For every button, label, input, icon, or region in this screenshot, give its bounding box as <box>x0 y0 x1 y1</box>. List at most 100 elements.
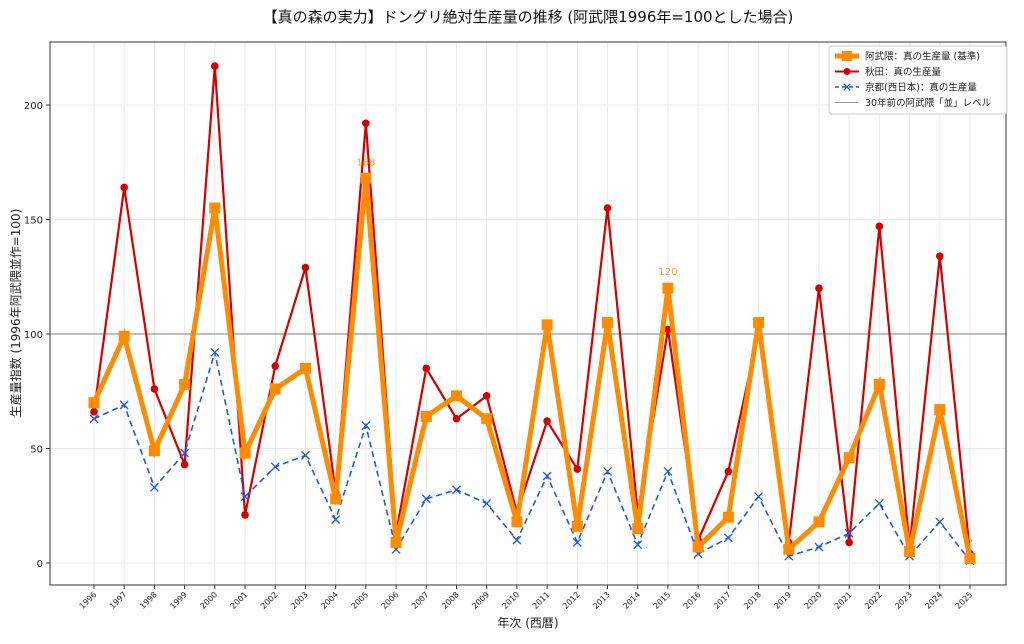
data-point-akita <box>301 263 310 272</box>
data-point-kyoto <box>874 499 884 508</box>
x-tick-label: 2005 <box>350 590 371 611</box>
x-tick-label: 2004 <box>319 590 340 611</box>
data-point-akita <box>845 538 853 547</box>
data-point-akita <box>452 414 461 423</box>
data-point-kyoto <box>935 517 945 527</box>
data-point-abukuma <box>964 552 976 564</box>
data-point-akita <box>724 467 733 476</box>
x-tick-label: 2002 <box>259 590 280 611</box>
data-point-kyoto <box>814 542 824 552</box>
x-tick-label: 1997 <box>108 590 129 611</box>
data-point-akita <box>875 222 884 231</box>
x-tick-label: 1996 <box>78 590 99 611</box>
data-point-kyoto <box>572 537 582 547</box>
data-point-abukuma <box>722 511 734 523</box>
x-tick-label: 2015 <box>652 590 673 611</box>
data-point-kyoto <box>89 414 99 424</box>
data-point-kyoto <box>180 448 190 458</box>
data-point-abukuma <box>783 543 795 555</box>
data-point-abukuma <box>934 404 946 416</box>
data-point-kyoto <box>754 492 764 502</box>
x-tick-label: 2007 <box>410 590 431 611</box>
data-point-akita <box>150 385 159 393</box>
data-point-kyoto <box>119 400 129 410</box>
y-tick-label: 0 <box>37 559 43 570</box>
chart-title: 【真の森の実力】ドングリ絶対生産量の推移 (阿武隈1996年=100とした場合) <box>263 8 794 26</box>
data-point-kyoto <box>331 515 341 524</box>
data-point-abukuma <box>269 383 281 395</box>
data-point-abukuma <box>692 541 704 553</box>
data-point-abukuma <box>873 378 885 390</box>
legend-marker-circle <box>843 68 851 75</box>
x-tick-label: 2019 <box>772 590 793 611</box>
data-point-abukuma <box>571 520 583 532</box>
data-point-kyoto <box>300 450 310 460</box>
data-point-kyoto <box>270 462 280 472</box>
series-1 <box>89 347 975 566</box>
series-line-kyoto <box>93 352 971 562</box>
x-tick-label: 2016 <box>682 590 703 611</box>
x-tick-label: 2020 <box>803 590 824 611</box>
annotation-label: 2 <box>967 537 973 548</box>
data-point-abukuma <box>450 390 462 402</box>
data-point-kyoto <box>361 421 371 431</box>
data-point-abukuma <box>420 410 432 422</box>
legend-label: 秋田：真の生産量 <box>865 66 942 78</box>
x-axis-label: 年次 (西暦) <box>497 616 558 630</box>
plot-frame <box>49 41 1007 586</box>
series-line-akita <box>92 65 972 554</box>
data-point-akita <box>180 460 189 469</box>
data-point-akita <box>120 183 129 192</box>
data-point-akita <box>362 119 370 128</box>
data-point-abukuma <box>148 445 160 457</box>
data-point-kyoto <box>603 466 612 476</box>
data-point-akita <box>543 417 551 425</box>
data-point-abukuma <box>118 330 130 342</box>
series-2 <box>88 172 976 564</box>
data-point-akita <box>241 511 249 519</box>
series-line-abukuma <box>91 178 973 559</box>
x-tick-label: 2006 <box>380 590 401 611</box>
annotation-label: 168 <box>356 157 375 168</box>
x-axis-ticks: 1996 1997 1998 1999 2000 2001 2002 2003 2004 2005… <box>78 585 975 611</box>
data-point-akita <box>573 465 582 473</box>
data-point-abukuma <box>330 493 342 505</box>
x-tick-label: 1998 <box>138 590 159 611</box>
data-point-abukuma <box>904 546 916 558</box>
data-point-akita <box>271 362 280 370</box>
x-tick-label: 2021 <box>833 590 854 611</box>
data-point-abukuma <box>602 317 614 329</box>
data-point-abukuma <box>360 172 372 184</box>
x-tick-label: 2025 <box>954 590 975 611</box>
data-point-abukuma <box>632 523 644 535</box>
y-tick-label: 50 <box>30 445 43 456</box>
y-tick-label: 200 <box>24 101 43 112</box>
grid <box>50 42 1006 585</box>
x-tick-label: 2009 <box>470 590 491 611</box>
data-point-akita <box>422 364 431 373</box>
legend-marker-x <box>843 83 851 91</box>
data-point-akita <box>815 284 823 292</box>
series-0 <box>90 62 974 558</box>
data-point-kyoto <box>663 466 673 476</box>
legend-label: 京都(西日本)：真の生産量 <box>865 82 977 94</box>
y-tick-label: 100 <box>24 330 43 341</box>
legend-box <box>828 45 1008 115</box>
x-tick-label: 2008 <box>440 590 461 611</box>
data-point-abukuma <box>209 202 221 214</box>
data-point-kyoto <box>210 347 220 357</box>
y-axis-ticks: 0 50 100 150 200 <box>24 101 50 570</box>
annotation-label: 120 <box>658 267 677 278</box>
annotations: 168 120 2 <box>356 157 973 548</box>
x-tick-label: 2014 <box>621 590 642 611</box>
x-tick-label: 2000 <box>198 590 219 611</box>
data-point-kyoto <box>633 540 643 550</box>
data-point-abukuma <box>753 317 765 329</box>
data-point-abukuma <box>481 413 493 425</box>
legend-label: 30年前の阿武隈「並」レベル <box>865 97 992 109</box>
data-point-abukuma <box>88 397 100 409</box>
data-point-abukuma <box>179 378 191 390</box>
data-point-kyoto <box>723 533 733 543</box>
